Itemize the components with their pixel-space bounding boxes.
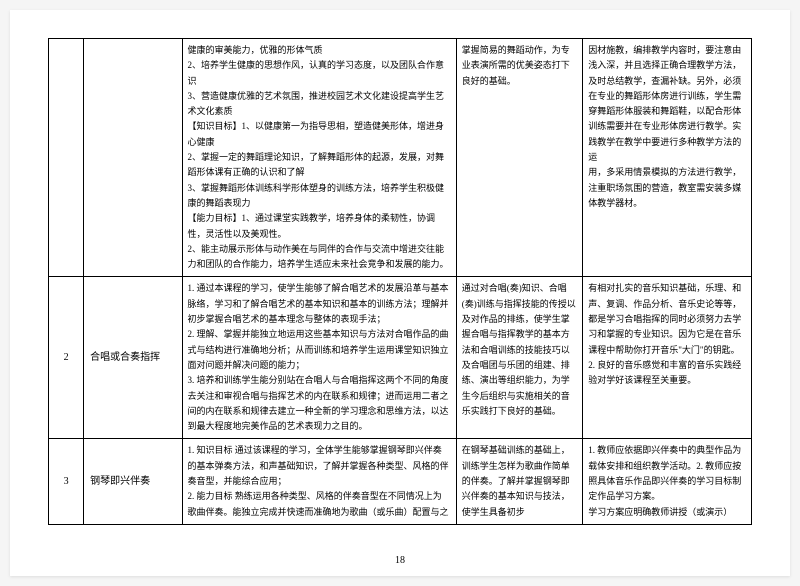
row-c3: 1. 知识目标 通过该课程的学习，全体学生能够掌握钢琴即兴伴奏的基本弹奏方法，和… [182, 439, 456, 524]
row-c4: 掌握简易的舞蹈动作，为专业表演所需的优美姿态打下良好的基础。 [456, 39, 583, 277]
row-name: 钢琴即兴伴奏 [84, 439, 182, 524]
row-c5: 1. 教师应依据即兴伴奏中的典型作品为载体安排和组织教学活动。2. 教师应按照具… [583, 439, 752, 524]
row-c4: 在钢琴基础训练的基础上，训练学生怎样为歌曲作简单的伴奏。了解并掌握钢琴即兴伴奏的… [456, 439, 583, 524]
row-c5: 有相对扎实的音乐知识基础，乐理、和声、复调、作品分析、音乐史论等等，都是学习合唱… [583, 277, 752, 439]
row-c3: 健康的审美能力，优雅的形体气质2、培养学生健康的思想作风，认真的学习态度，以及团… [182, 39, 456, 277]
page-number: 18 [10, 555, 790, 566]
row-num [49, 39, 84, 277]
curriculum-table: 健康的审美能力，优雅的形体气质2、培养学生健康的思想作风，认真的学习态度，以及团… [48, 38, 752, 525]
row-num: 2 [49, 277, 84, 439]
document-page: 健康的审美能力，优雅的形体气质2、培养学生健康的思想作风，认真的学习态度，以及团… [10, 10, 790, 576]
table-row: 健康的审美能力，优雅的形体气质2、培养学生健康的思想作风，认真的学习态度，以及团… [49, 39, 752, 277]
row-c5: 因材施教，编排教学内容时，要注意由浅入深，并且选择正确合理教学方法，及时总结教学… [583, 39, 752, 277]
row-num: 3 [49, 439, 84, 524]
row-name: 合唱或合奏指挥 [84, 277, 182, 439]
table-row: 3 钢琴即兴伴奏 1. 知识目标 通过该课程的学习，全体学生能够掌握钢琴即兴伴奏… [49, 439, 752, 524]
row-c4: 通过对合唱(奏)知识、合唱(奏)训练与指挥技能的传授以及对作品的排练，使学生掌握… [456, 277, 583, 439]
table-row: 2 合唱或合奏指挥 1. 通过本课程的学习，使学生能够了解合唱艺术的发展沿革与基… [49, 277, 752, 439]
row-c3: 1. 通过本课程的学习，使学生能够了解合唱艺术的发展沿革与基本脉络，学习和了解合… [182, 277, 456, 439]
row-name [84, 39, 182, 277]
